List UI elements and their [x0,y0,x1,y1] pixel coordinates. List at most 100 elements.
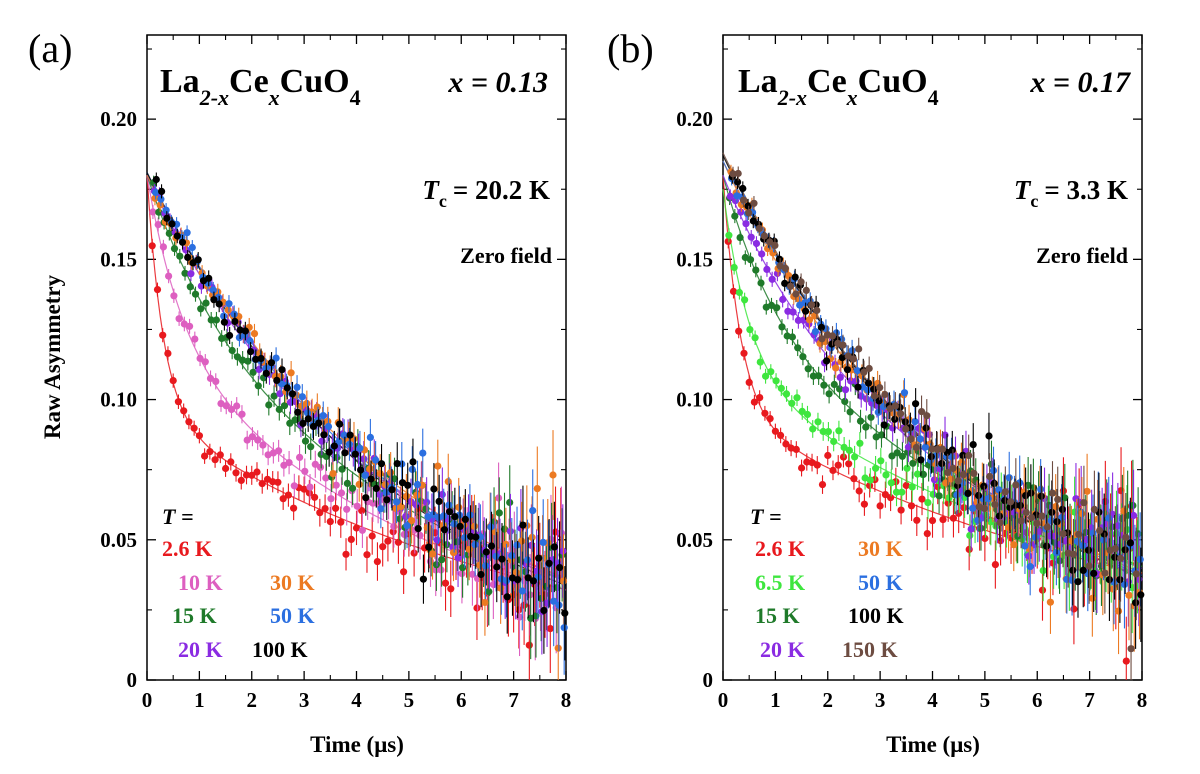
data-point [1037,492,1045,500]
data-point [893,449,901,457]
panel-b-tc-annotation: Tc = 3.3 K [1014,175,1128,211]
data-point [197,305,205,313]
data-point [913,516,921,524]
data-point [1075,530,1083,538]
data-point [921,443,930,451]
data-point [809,372,818,380]
data-point [882,471,890,479]
data-point [825,390,833,398]
data-point [341,449,349,457]
legend-entry: 50 K [270,603,315,628]
data-point [471,540,479,549]
data-point [163,214,171,222]
data-point [933,445,941,453]
data-point [803,410,812,419]
data-point [368,532,376,540]
data-point [847,377,855,385]
data-point [777,431,785,439]
data-point [750,199,758,207]
data-point [352,524,361,532]
legend-entry: 150 K [842,637,898,662]
data-point [290,482,298,490]
data-point [909,459,917,467]
data-point [502,540,510,549]
data-point [813,306,821,314]
data-point [1069,550,1077,558]
data-point [974,491,983,500]
data-point [824,451,832,460]
data-point [466,511,474,519]
data-point [830,437,838,446]
data-point [809,425,817,433]
data-point [238,410,246,418]
data-point [170,292,178,300]
data-point [410,549,418,557]
data-point [265,401,273,409]
data-point [746,256,755,264]
data-point [724,237,732,245]
data-point [1061,494,1069,502]
data-point [379,543,387,551]
data-point [1043,542,1051,550]
data-point [749,217,757,225]
data-point [904,443,913,451]
data-point [828,340,836,348]
data-point [897,410,905,418]
legend-entry: 100 K [252,637,308,662]
data-point [1125,591,1133,599]
data-point [788,333,797,341]
data-point [429,510,437,519]
panel-a-ticks: 0 1 2 3 4 5 6 7 8 0 0.05 0.10 0.15 0.20 [100,35,571,712]
y-tick-label: 0 [703,668,714,692]
data-point [1126,539,1134,547]
data-point [797,278,805,286]
data-point [1027,489,1035,497]
data-point [860,368,868,376]
data-point [419,575,427,583]
data-point [230,310,238,318]
data-point [288,390,297,398]
data-point [924,499,932,507]
data-point [935,492,943,500]
data-point [744,202,752,210]
data-point [902,425,910,433]
data-point [793,394,801,402]
data-point [734,169,742,178]
data-point [506,498,514,507]
data-point [444,478,452,486]
data-point [493,563,501,571]
data-point [383,496,391,504]
panel-a-data-points [148,172,569,680]
x-tick-label: 8 [561,688,572,712]
data-point [803,458,811,466]
data-point [434,462,442,470]
data-point [455,503,463,511]
data-point [201,358,209,366]
data-point [1136,555,1144,564]
data-point [232,469,240,477]
data-point [316,463,325,471]
panel-a: (a) 0 1 2 3 4 5 6 7 8 0 0.05 0.10 0.15 0.20 Raw Asymm… [28,26,571,757]
data-point [228,346,236,355]
data-point [1130,511,1138,520]
legend-entry: 100 K [848,603,904,628]
data-point [1096,526,1104,535]
data-point [787,282,795,290]
data-point [891,402,900,410]
data-point [449,549,458,557]
data-point [849,355,858,363]
data-point [482,562,490,570]
data-point [923,530,931,538]
data-point [944,468,952,477]
data-point [1026,563,1034,571]
data-point [394,538,402,546]
data-point [215,300,223,308]
legend-entry: 15 K [755,603,800,628]
data-point [329,470,337,478]
data-point [1033,519,1041,527]
data-point [201,452,209,460]
data-point [353,502,361,510]
data-point [949,514,958,522]
data-point [518,587,526,595]
data-point [1121,546,1129,554]
